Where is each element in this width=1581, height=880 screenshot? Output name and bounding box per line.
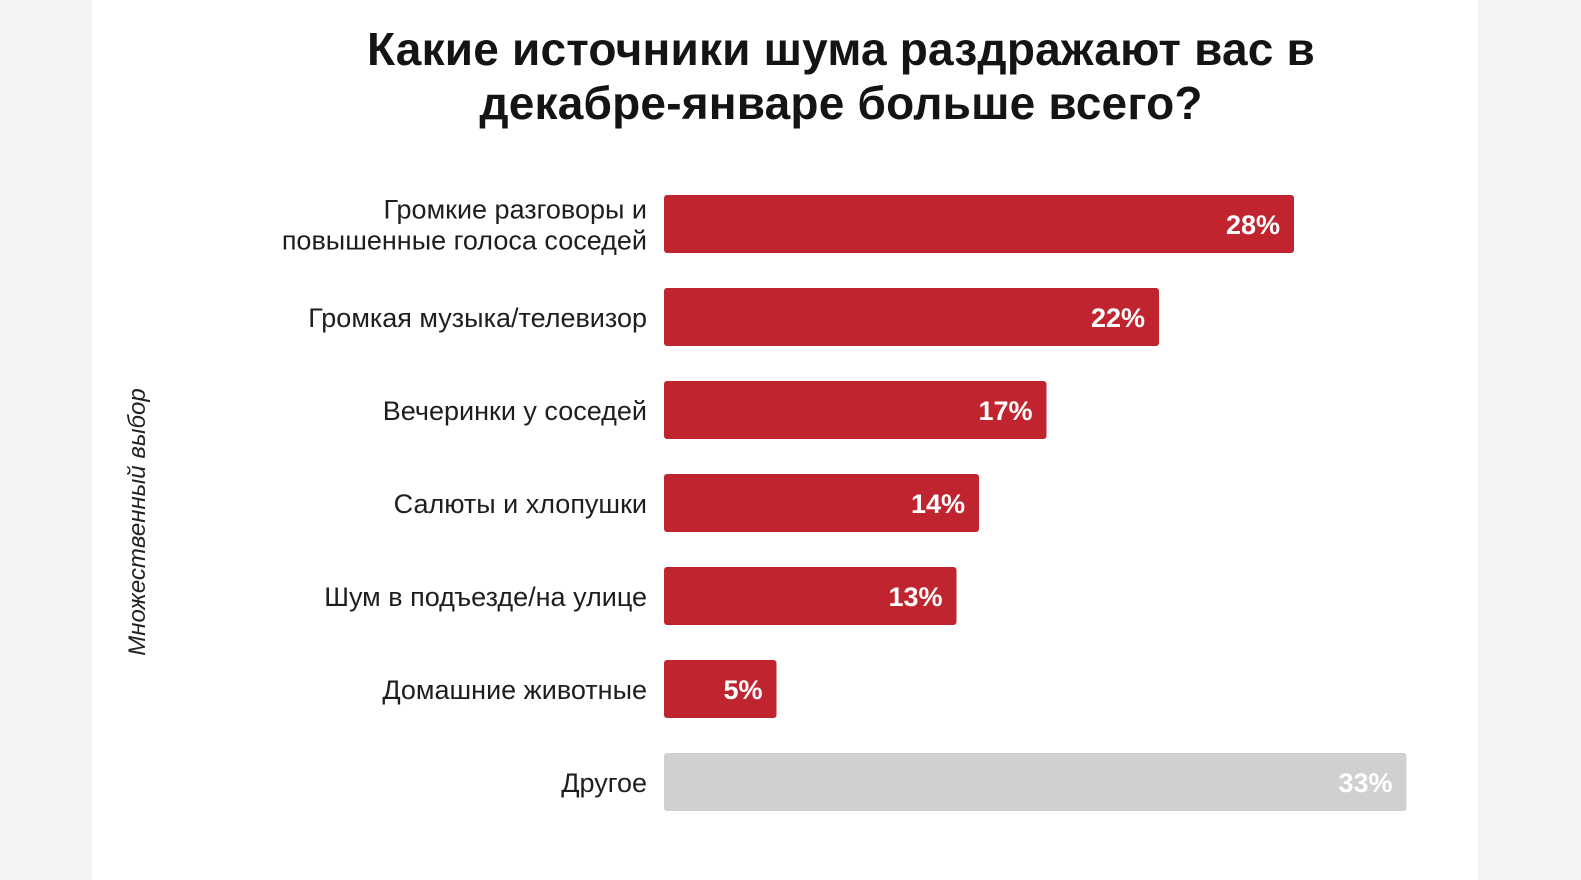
bar-4 (664, 474, 979, 532)
bar-1 (664, 195, 1294, 253)
value-label-2: 22% (1091, 303, 1145, 333)
category-label-line: Шум в подъезде/на улице (324, 582, 647, 612)
category-label-line: Другое (561, 768, 647, 798)
category-label-line: Салюты и хлопушки (394, 489, 647, 519)
bar-7 (664, 753, 1407, 811)
category-label-line: повышенные голоса соседей (282, 226, 647, 256)
category-label-2: Громкая музыка/телевизор (308, 303, 647, 333)
value-label-6: 5% (723, 675, 762, 705)
category-label-1: Громкие разговоры и повышенные голоса сос… (282, 195, 647, 256)
category-label-line: Домашние животные (382, 675, 647, 705)
bar-3 (664, 381, 1047, 439)
value-label-5: 13% (888, 582, 942, 612)
value-label-7: 33% (1338, 768, 1392, 798)
bar-5 (664, 567, 957, 625)
category-label-7: Другое (561, 768, 647, 798)
chart-title: Какие источники шума раздражают вас в де… (92, 22, 1478, 130)
chart-card: Какие источники шума раздражают вас в де… (92, 0, 1478, 880)
bar-2 (664, 288, 1159, 346)
category-label-line: Громкая музыка/телевизор (308, 303, 647, 333)
value-label-1: 28% (1226, 210, 1280, 240)
value-label-4: 14% (911, 489, 965, 519)
value-label-3: 17% (978, 396, 1032, 426)
chart-title-line-2: декабре-январе больше всего? (479, 77, 1203, 129)
category-label-5: Шум в подъезде/на улице (324, 582, 647, 612)
category-label-4: Салюты и хлопушки (394, 489, 647, 519)
category-label-6: Домашние животные (382, 675, 647, 705)
chart-title-line-1: Какие источники шума раздражают вас в (366, 23, 1316, 75)
category-label-line: Громкие разговоры и (383, 195, 647, 225)
bar-6 (664, 660, 777, 718)
category-label-3: Вечеринки у соседей (383, 396, 647, 426)
category-label-line: Вечеринки у соседей (383, 396, 647, 426)
